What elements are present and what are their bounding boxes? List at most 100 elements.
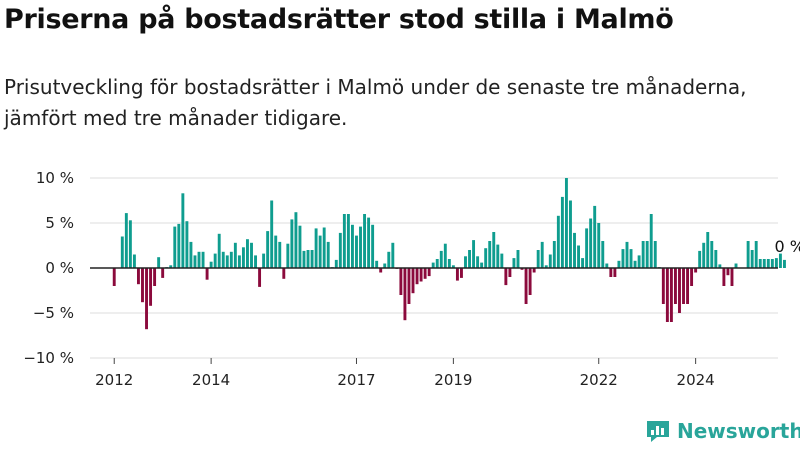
data-bar [258,268,262,287]
data-bar [460,268,463,278]
data-bar [476,256,480,268]
data-bar [548,254,552,268]
brand-name: Newsworthy [677,419,800,443]
data-bar [310,250,314,268]
data-bar [136,268,140,285]
data-bar [350,224,354,268]
data-bar [560,196,564,268]
data-bar [629,249,633,268]
data-bar [338,232,342,268]
data-bar [653,241,657,268]
data-bar [306,250,310,268]
data-bar [682,268,685,304]
data-bar [536,250,540,268]
data-bar [266,231,270,268]
last-value-label: 0 % [774,237,800,256]
data-bar [613,268,617,277]
data-bar [544,265,548,268]
data-bar [673,268,677,304]
data-bar [120,236,124,268]
data-bar [399,268,403,295]
data-bar [625,241,629,268]
data-bar [314,228,318,268]
data-bar [766,259,770,268]
data-bar [447,259,451,268]
data-bar [423,268,427,279]
data-bar [391,242,395,268]
data-bar [439,250,443,268]
data-bar [778,253,782,268]
data-bar [621,249,625,268]
data-bar [197,251,201,268]
data-bar [290,219,294,268]
data-bar [528,268,532,295]
data-bar [387,251,391,268]
data-bar [783,259,786,268]
data-bar [298,225,302,268]
data-bar [427,268,431,277]
data-bar [552,241,556,268]
data-bar [581,258,585,268]
data-bar [371,224,375,268]
data-bar [678,268,681,313]
data-bar [419,268,423,282]
data-bar [524,268,528,304]
data-bar [472,240,476,268]
data-bar [153,268,157,286]
data-bar [322,227,326,268]
newsworthy-logo-icon [647,421,669,442]
data-bar [504,268,508,286]
data-bar [282,268,286,279]
data-bar [564,178,568,268]
chart-subtitle: Prisutveckling för bostadsrätter i Malmö… [4,75,747,130]
data-bar [359,226,362,268]
data-bar [379,268,383,273]
data-bar [205,268,209,280]
x-tick-label: 2012 [95,371,133,389]
data-bar [540,241,544,268]
data-bar [649,214,653,268]
data-bar [690,268,694,286]
data-bar [597,223,601,268]
x-tick-label: 2024 [677,371,715,389]
data-bar [641,241,645,268]
data-bar [722,268,726,286]
data-bar [492,232,496,268]
data-bar [532,268,536,273]
data-bar [702,242,706,268]
data-bar [189,241,193,268]
data-bar [480,262,484,268]
data-bar [556,215,560,268]
data-bar [455,268,459,281]
data-bar [318,235,322,268]
data-bar [468,250,471,268]
data-bar [758,259,762,268]
data-bar [569,200,572,268]
data-bar [185,221,189,268]
data-bar [698,250,702,268]
y-tick-label: −10 % [23,349,74,367]
y-tick-label: −5 % [33,304,74,322]
data-bar [367,217,371,268]
data-bar [254,255,257,268]
data-bar [246,239,249,268]
data-bar [762,259,766,268]
price-change-bar-chart: 10 % 5 % 0 % −5 % −10 % 2012 2014 2017 2019 2022 2… [23,169,800,389]
data-bar [512,258,516,268]
data-bar [326,241,330,268]
data-bar [730,268,734,286]
data-bar [294,212,298,268]
data-bar [213,253,217,268]
x-tick-label: 2019 [434,371,472,389]
data-bar [605,263,609,268]
data-bar [302,250,306,268]
data-bar [661,268,665,304]
data-bar [407,268,411,304]
y-tick-label: 0 % [45,259,74,277]
data-bar [774,258,778,268]
data-bar [161,268,165,278]
data-bar [637,255,641,268]
data-bar [262,253,266,268]
data-bar [585,228,589,268]
brand-logo: Newsworthy [645,418,800,444]
